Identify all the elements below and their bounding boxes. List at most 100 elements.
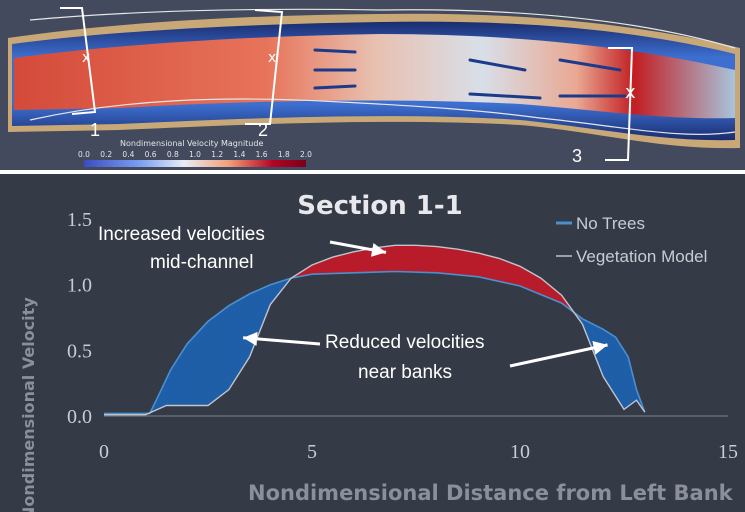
- y-tick-label: 1.0: [67, 275, 92, 297]
- fill-segment: [189, 338, 192, 406]
- fill-segment: [602, 328, 606, 381]
- fill-segment: [209, 317, 213, 405]
- legend-vegetation-model: Vegetation Model: [576, 247, 707, 266]
- colorbar-tick: 0.2: [100, 150, 112, 159]
- fill-segment: [220, 309, 223, 397]
- section-label-3: 3: [572, 146, 582, 166]
- fill-segment: [344, 253, 348, 274]
- fill-segment: [446, 247, 450, 275]
- fill-segment: [426, 245, 429, 273]
- fill-segment: [436, 246, 440, 274]
- fill-segment: [349, 252, 352, 274]
- fill-segment: [488, 255, 492, 280]
- fill-segment: [197, 329, 200, 406]
- fill-segment: [319, 260, 323, 275]
- colorbar-ticks: 0.0 0.2 0.4 0.6 0.8 1.0 1.2 1.4 1.6 1.8 2.0: [78, 150, 312, 159]
- fill-segment: [403, 245, 406, 273]
- fill-segment: [317, 261, 321, 275]
- fill-segment: [505, 260, 508, 284]
- x-tick-label: 10: [510, 441, 530, 463]
- fill-segment: [174, 359, 178, 406]
- colorbar-tick: 0.8: [167, 150, 179, 159]
- fill-segment: [334, 255, 338, 274]
- annotation-reduced-line1: Reduced velocities: [325, 332, 484, 353]
- fill-segment: [332, 256, 336, 274]
- x-tick-label: 0: [99, 441, 109, 463]
- section-chart: Section 1-1 0.0 0.5 1.0 1.5 0 5 10 15 Nondimen…: [0, 174, 745, 512]
- fill-segment: [530, 271, 533, 292]
- fill-segment: [322, 259, 325, 275]
- fill-segment: [351, 251, 354, 274]
- fill-segment: [453, 248, 456, 275]
- fill-segment: [538, 276, 542, 295]
- fill-segment: [207, 319, 211, 407]
- fill-segment: [176, 355, 180, 406]
- fill-segment: [396, 245, 400, 273]
- fill-segment: [238, 298, 242, 375]
- fill-segment: [257, 288, 261, 337]
- fill-segment: [604, 330, 608, 385]
- arrow-increased-head: [371, 243, 386, 257]
- fill-segment: [241, 296, 244, 372]
- colorbar-tick: 0.0: [78, 150, 90, 159]
- fill-segment: [444, 247, 448, 275]
- svg-text:x: x: [82, 50, 90, 66]
- arrow-reduced-right: [509, 343, 608, 368]
- fill-segment: [178, 352, 182, 406]
- fill-segment: [532, 272, 535, 293]
- x-tick-label: 5: [307, 441, 317, 463]
- annotation-arrows: [242, 240, 608, 368]
- fill-segment: [475, 252, 479, 278]
- colorbar-tick: 0.4: [122, 150, 134, 159]
- fill-segment: [498, 257, 502, 283]
- fill-segment: [195, 331, 198, 406]
- fill-segment: [249, 292, 252, 358]
- annotation-increased-line2: mid-channel: [150, 252, 254, 273]
- colorbar-tick: 1.2: [211, 150, 223, 159]
- fill-segment: [625, 352, 629, 409]
- fill-segment: [517, 265, 521, 287]
- fill-segment: [442, 247, 446, 274]
- fill-segment: [465, 250, 469, 277]
- fill-segment: [490, 255, 494, 281]
- fill-segment: [311, 263, 315, 275]
- fill-segment: [463, 250, 467, 276]
- outline-bottom: [29, 98, 736, 135]
- fill-segment: [340, 254, 344, 274]
- fill-segment: [390, 245, 394, 273]
- fill-segment: [218, 311, 221, 399]
- fill-segment: [507, 261, 510, 285]
- fill-segment: [542, 279, 546, 297]
- fill-segment: [182, 346, 186, 406]
- series-line-no-trees: [104, 270, 646, 415]
- fill-segment: [527, 270, 531, 291]
- fill-segment: [448, 247, 452, 275]
- fill-segment: [245, 294, 248, 365]
- y-tick-label: 1.5: [67, 209, 92, 231]
- fill-segment: [205, 320, 209, 406]
- annotation-reduced-line2: near banks: [358, 362, 452, 383]
- fill-segment: [386, 245, 390, 273]
- outline-top: [29, 8, 736, 49]
- fill-segment: [438, 246, 442, 274]
- y-tick-labels: 0.0 0.5 1.0 1.5: [67, 209, 92, 428]
- fill-segment: [361, 249, 365, 273]
- fill-segment: [521, 267, 525, 289]
- fill-segment: [467, 250, 471, 277]
- section-label-2: 2: [258, 120, 268, 140]
- fill-segment: [226, 305, 230, 392]
- fill-segment: [478, 252, 481, 278]
- x-tick-label: 15: [718, 441, 738, 463]
- colorbar-tick: 0.6: [145, 150, 157, 159]
- fill-segment: [411, 245, 415, 273]
- fill-segment: [330, 256, 334, 274]
- fill-segment: [228, 303, 232, 391]
- fill-segment: [203, 322, 207, 406]
- series-line-vegetation: [104, 244, 646, 416]
- section-lines: [60, 7, 634, 161]
- y-tick-label: 0.5: [67, 340, 92, 362]
- fill-segment: [496, 257, 500, 282]
- fill-segment: [338, 254, 342, 274]
- legend-no-trees: No Trees: [576, 214, 645, 233]
- fill-segment: [199, 327, 203, 406]
